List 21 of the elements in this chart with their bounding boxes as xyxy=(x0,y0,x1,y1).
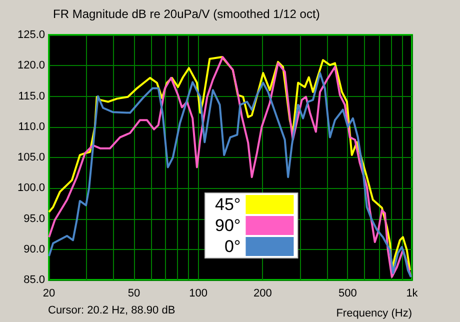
y-tick-label: 125.0 xyxy=(17,29,45,41)
legend-label: 90° xyxy=(214,216,241,235)
legend-label: 45° xyxy=(214,195,241,214)
x-tick-label: 20 xyxy=(42,288,56,300)
y-tick-label: 100.0 xyxy=(17,182,45,194)
y-tick-label: 120.0 xyxy=(17,60,45,72)
y-tick-label: 85.0 xyxy=(24,274,45,286)
text: Cursor: 20.2 Hz, 88.90 dB xyxy=(48,304,176,316)
y-tick-label: 115.0 xyxy=(18,90,45,102)
x-tick-label: 500 xyxy=(338,288,357,300)
x-tick-label: 1k xyxy=(406,288,418,300)
x-tick-label: 100 xyxy=(189,288,208,300)
y-tick-label: 110.0 xyxy=(18,120,45,133)
y-tick-label: 95.0 xyxy=(24,212,45,225)
chart-title: FR Magnitude dB re 20uPa/V (smoothed 1/12 oct) xyxy=(53,7,320,21)
legend-label: 0° xyxy=(224,237,241,256)
x-tick-label: 50 xyxy=(128,288,140,300)
x-axis-title: Frequency (Hz) xyxy=(336,308,412,320)
y-tick-label: 105.0 xyxy=(17,152,45,164)
x-tick-label: 200 xyxy=(253,288,272,300)
y-tick-label: 90.0 xyxy=(24,243,45,256)
